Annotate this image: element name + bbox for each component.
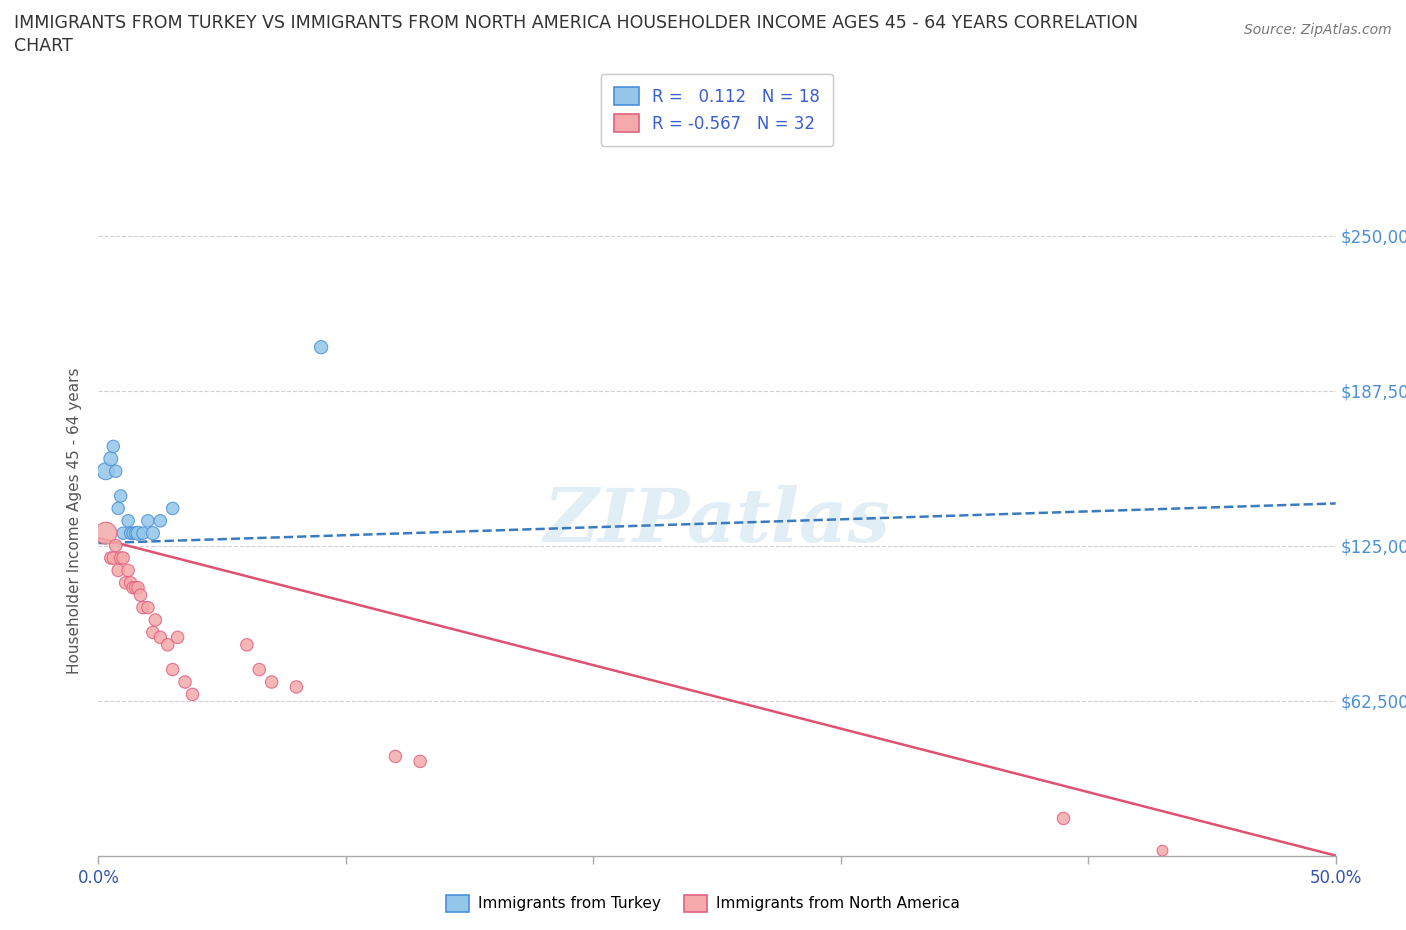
Text: ZIPatlas: ZIPatlas [544, 485, 890, 557]
Point [94, 464, 117, 479]
Point [104, 464, 127, 479]
Point [110, 488, 132, 503]
Point [103, 551, 125, 565]
Point [120, 576, 142, 591]
Legend: R =   0.112   N = 18, R = -0.567   N = 32: R = 0.112 N = 18, R = -0.567 N = 32 [600, 73, 834, 146]
Point [112, 551, 135, 565]
Point [107, 501, 129, 516]
Point [100, 451, 122, 466]
Point [117, 513, 139, 528]
Point [162, 501, 184, 516]
Point [103, 439, 125, 454]
Point [110, 551, 132, 565]
Point [142, 525, 165, 540]
Point [1052, 811, 1074, 826]
Point [117, 563, 139, 578]
Point [120, 525, 142, 540]
Point [94, 525, 117, 540]
Legend: Immigrants from Turkey, Immigrants from North America: Immigrants from Turkey, Immigrants from … [440, 889, 966, 918]
Point [122, 580, 145, 595]
Point [166, 630, 188, 644]
Point [122, 525, 145, 540]
Point [174, 674, 197, 689]
Point [285, 680, 308, 695]
Point [309, 339, 332, 354]
Point [1152, 844, 1174, 858]
Point [100, 551, 122, 565]
Point [132, 525, 155, 540]
Point [247, 662, 270, 677]
Point [156, 637, 179, 652]
Point [104, 538, 127, 553]
Point [107, 563, 129, 578]
Point [149, 513, 172, 528]
Point [162, 662, 184, 677]
Point [112, 525, 135, 540]
Point [260, 674, 283, 689]
Point [132, 600, 155, 615]
Text: Source: ZipAtlas.com: Source: ZipAtlas.com [1244, 23, 1392, 37]
Text: CHART: CHART [14, 37, 73, 55]
Point [124, 525, 146, 540]
Point [136, 600, 159, 615]
Point [127, 525, 149, 540]
Point [124, 580, 146, 595]
Point [384, 749, 406, 764]
Y-axis label: Householder Income Ages 45 - 64 years: Householder Income Ages 45 - 64 years [67, 367, 83, 674]
Point [136, 513, 159, 528]
Point [127, 580, 149, 595]
Point [114, 576, 136, 591]
Point [129, 588, 152, 603]
Point [236, 637, 259, 652]
Point [149, 630, 172, 644]
Point [181, 687, 204, 702]
Point [409, 754, 432, 769]
Point [142, 625, 165, 640]
Text: IMMIGRANTS FROM TURKEY VS IMMIGRANTS FROM NORTH AMERICA HOUSEHOLDER INCOME AGES : IMMIGRANTS FROM TURKEY VS IMMIGRANTS FRO… [14, 14, 1139, 32]
Point [143, 613, 166, 628]
